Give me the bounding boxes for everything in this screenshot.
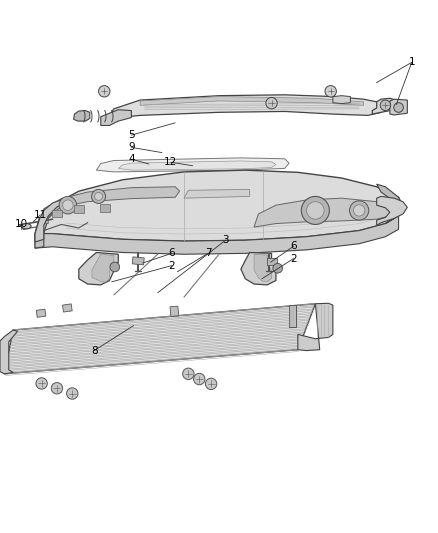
Polygon shape [254, 198, 394, 227]
Text: 7: 7 [205, 248, 212, 259]
Text: 9: 9 [128, 142, 135, 152]
Bar [132, 257, 144, 265]
Bar [170, 306, 179, 317]
Text: 5: 5 [128, 130, 135, 140]
Bar [100, 204, 110, 212]
Polygon shape [298, 303, 333, 351]
Polygon shape [140, 96, 364, 106]
Polygon shape [377, 197, 407, 225]
Circle shape [205, 378, 217, 390]
Text: 10: 10 [14, 220, 28, 229]
Circle shape [36, 378, 47, 389]
Circle shape [394, 103, 403, 112]
Bar [289, 305, 296, 327]
Polygon shape [254, 254, 272, 282]
Circle shape [95, 192, 102, 200]
Bar [36, 309, 46, 317]
Circle shape [51, 383, 63, 394]
Bar [52, 209, 62, 217]
Text: 11: 11 [34, 210, 47, 220]
Text: 4: 4 [128, 154, 135, 164]
Polygon shape [118, 161, 276, 170]
Text: 3: 3 [222, 235, 229, 245]
Text: 6: 6 [168, 248, 175, 259]
Polygon shape [4, 304, 315, 374]
Text: 2: 2 [290, 254, 297, 264]
Polygon shape [372, 98, 399, 114]
Circle shape [353, 205, 365, 216]
Polygon shape [105, 95, 385, 122]
Text: 12: 12 [164, 157, 177, 167]
Polygon shape [390, 99, 407, 115]
Circle shape [307, 201, 324, 219]
Circle shape [350, 201, 369, 220]
Circle shape [325, 86, 336, 97]
Polygon shape [74, 110, 90, 121]
Polygon shape [377, 184, 403, 223]
Polygon shape [333, 96, 350, 103]
Polygon shape [0, 330, 18, 374]
Polygon shape [35, 197, 70, 248]
Circle shape [92, 189, 106, 204]
Polygon shape [184, 189, 250, 198]
Circle shape [99, 86, 110, 97]
Polygon shape [92, 254, 114, 282]
Text: 6: 6 [290, 241, 297, 252]
Circle shape [59, 197, 77, 214]
Polygon shape [241, 253, 276, 285]
Circle shape [110, 262, 120, 272]
Polygon shape [96, 158, 289, 172]
Polygon shape [79, 253, 118, 285]
Bar [267, 258, 277, 265]
Polygon shape [35, 170, 403, 241]
Text: 8: 8 [91, 345, 98, 356]
Circle shape [183, 368, 194, 379]
Polygon shape [35, 216, 399, 254]
Circle shape [67, 388, 78, 399]
Polygon shape [101, 110, 131, 125]
Circle shape [380, 100, 391, 110]
Bar [63, 304, 72, 312]
Text: 1: 1 [408, 58, 415, 67]
Circle shape [273, 263, 283, 273]
Polygon shape [39, 187, 180, 223]
Circle shape [266, 98, 277, 109]
Ellipse shape [21, 223, 31, 229]
Polygon shape [35, 197, 70, 242]
Circle shape [301, 197, 329, 224]
Bar [74, 205, 84, 213]
Circle shape [63, 200, 73, 211]
Text: 2: 2 [168, 261, 175, 271]
Circle shape [194, 374, 205, 385]
